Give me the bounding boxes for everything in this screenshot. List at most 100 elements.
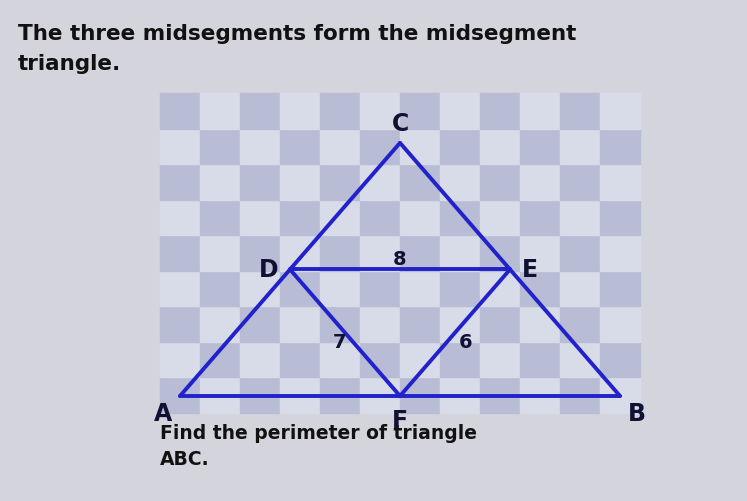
Bar xyxy=(200,271,240,307)
Bar xyxy=(320,200,360,236)
Bar xyxy=(200,200,240,236)
Bar xyxy=(440,307,480,342)
Bar xyxy=(320,236,360,271)
Bar xyxy=(280,236,320,271)
Bar xyxy=(560,94,600,129)
Bar xyxy=(200,378,240,413)
Bar xyxy=(560,200,600,236)
Bar xyxy=(600,342,640,378)
Bar xyxy=(600,200,640,236)
Bar xyxy=(440,271,480,307)
Bar xyxy=(160,94,200,129)
Bar xyxy=(200,342,240,378)
Bar xyxy=(200,165,240,200)
Bar xyxy=(440,342,480,378)
Bar xyxy=(600,378,640,413)
Bar xyxy=(360,94,400,129)
Bar xyxy=(480,342,520,378)
Bar xyxy=(280,129,320,165)
Bar xyxy=(360,129,400,165)
Bar xyxy=(440,129,480,165)
Bar xyxy=(440,236,480,271)
Bar xyxy=(480,94,520,129)
Bar xyxy=(400,165,440,200)
Bar xyxy=(400,307,440,342)
Text: D: D xyxy=(258,258,278,282)
Bar xyxy=(240,129,280,165)
Bar xyxy=(520,200,560,236)
Bar xyxy=(360,165,400,200)
Text: The three midsegments form the midsegment: The three midsegments form the midsegmen… xyxy=(18,24,577,44)
Bar xyxy=(560,165,600,200)
Bar xyxy=(280,94,320,129)
Bar xyxy=(360,271,400,307)
Bar xyxy=(280,200,320,236)
Text: ABC.: ABC. xyxy=(160,449,210,468)
Bar xyxy=(320,378,360,413)
Bar xyxy=(160,378,200,413)
Bar xyxy=(360,307,400,342)
Bar xyxy=(400,200,440,236)
Bar xyxy=(160,342,200,378)
Bar xyxy=(560,378,600,413)
Bar xyxy=(200,307,240,342)
Bar xyxy=(440,94,480,129)
Bar xyxy=(360,342,400,378)
Bar xyxy=(400,236,440,271)
Bar xyxy=(320,271,360,307)
Bar xyxy=(280,307,320,342)
Bar xyxy=(320,165,360,200)
Bar xyxy=(520,378,560,413)
Bar xyxy=(320,342,360,378)
Bar xyxy=(280,271,320,307)
Bar xyxy=(480,307,520,342)
Bar xyxy=(560,129,600,165)
Bar xyxy=(160,165,200,200)
Text: triangle.: triangle. xyxy=(18,54,121,74)
Bar xyxy=(400,129,440,165)
Bar xyxy=(160,236,200,271)
Bar xyxy=(320,307,360,342)
Text: 6: 6 xyxy=(459,332,473,351)
Bar xyxy=(520,236,560,271)
Bar xyxy=(600,307,640,342)
Bar xyxy=(480,378,520,413)
Bar xyxy=(480,165,520,200)
Bar xyxy=(400,378,440,413)
Bar xyxy=(160,129,200,165)
Bar xyxy=(600,271,640,307)
Bar xyxy=(160,271,200,307)
Bar xyxy=(200,94,240,129)
Bar xyxy=(200,129,240,165)
Bar xyxy=(560,342,600,378)
Bar xyxy=(200,236,240,271)
Text: 8: 8 xyxy=(393,249,407,269)
Bar xyxy=(560,307,600,342)
Bar xyxy=(520,342,560,378)
Bar xyxy=(240,236,280,271)
Bar xyxy=(240,271,280,307)
Bar xyxy=(600,94,640,129)
Bar xyxy=(520,271,560,307)
Bar xyxy=(480,236,520,271)
Bar xyxy=(240,342,280,378)
Bar xyxy=(600,165,640,200)
Text: B: B xyxy=(628,401,646,425)
Bar xyxy=(160,307,200,342)
Bar xyxy=(520,129,560,165)
Text: Find the perimeter of triangle: Find the perimeter of triangle xyxy=(160,423,477,442)
Bar xyxy=(240,165,280,200)
Bar xyxy=(280,342,320,378)
Bar xyxy=(400,342,440,378)
Bar xyxy=(240,94,280,129)
Bar xyxy=(520,165,560,200)
Bar xyxy=(240,378,280,413)
Bar xyxy=(320,129,360,165)
Bar xyxy=(520,307,560,342)
Bar xyxy=(440,378,480,413)
Text: C: C xyxy=(391,112,409,136)
Bar xyxy=(400,271,440,307)
Bar xyxy=(480,271,520,307)
Bar xyxy=(240,307,280,342)
Bar xyxy=(320,94,360,129)
